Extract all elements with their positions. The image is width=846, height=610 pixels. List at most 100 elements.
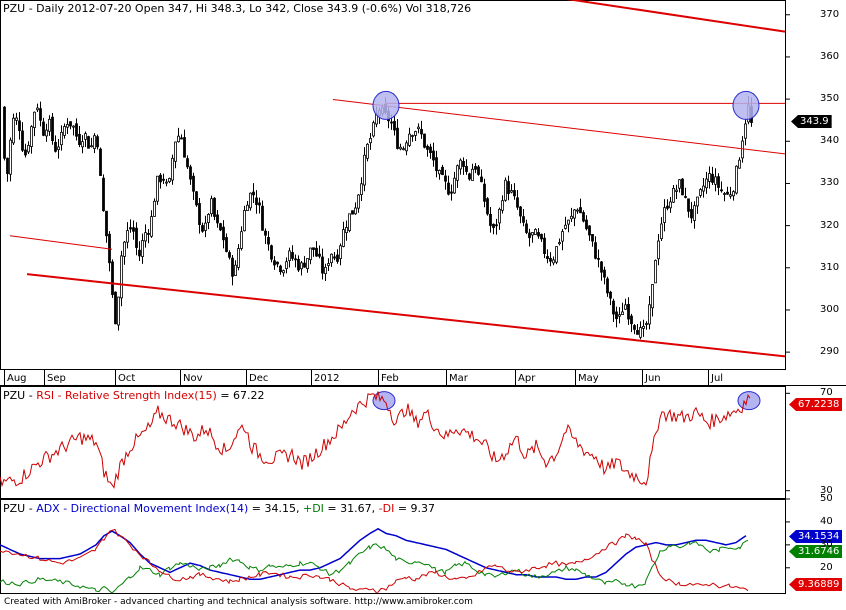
candle-body xyxy=(633,325,636,330)
candle-body xyxy=(639,327,642,338)
candle-body xyxy=(522,216,525,223)
candle-body xyxy=(21,130,24,151)
candle-body xyxy=(597,257,600,260)
candle-body xyxy=(414,131,417,136)
candle-body xyxy=(525,223,528,233)
adx-series-line xyxy=(0,539,749,594)
candle-body xyxy=(513,190,516,197)
rsi-line xyxy=(0,391,751,489)
trend-line xyxy=(332,99,786,155)
candle-body xyxy=(63,126,66,136)
candle-body xyxy=(543,237,546,254)
candle-body xyxy=(465,165,468,172)
candle-body xyxy=(120,255,123,299)
candle-body xyxy=(333,256,336,259)
candle-body xyxy=(585,219,588,230)
candle-body xyxy=(207,213,210,223)
rsi-title-prefix: PZU - xyxy=(3,389,37,402)
candle-body xyxy=(618,314,621,317)
price-y-tick-label: 330 xyxy=(820,177,840,189)
candle-body xyxy=(600,261,603,273)
candle-body xyxy=(336,254,339,262)
candle-body xyxy=(642,325,645,329)
rsi-panel-title: PZU - RSI - Relative Strength Index(15) … xyxy=(3,389,265,402)
candle-body xyxy=(285,261,288,269)
x-tick-label: May xyxy=(578,373,599,384)
candle-body xyxy=(135,227,138,248)
candle-body xyxy=(189,166,192,180)
candle-body xyxy=(30,126,33,147)
candle-body xyxy=(219,223,222,231)
x-tick-label: Apr xyxy=(518,373,536,384)
candle-body xyxy=(714,176,717,185)
candle-body xyxy=(678,179,681,189)
adx-y-tick-label: 40 xyxy=(820,515,833,527)
candle-body xyxy=(315,247,318,257)
candle-body xyxy=(603,269,606,278)
candle-body xyxy=(18,120,21,132)
rsi-y-tick-label: 30 xyxy=(820,484,833,496)
candle-body xyxy=(354,207,357,215)
trend-line xyxy=(566,0,786,33)
candle-body xyxy=(519,206,522,217)
adx-series-line xyxy=(0,528,749,593)
candle-body xyxy=(210,198,213,215)
candle-body xyxy=(186,158,189,168)
candle-body xyxy=(459,159,462,170)
candle-body xyxy=(444,175,447,182)
candle-body xyxy=(54,141,57,152)
pdi-title-value: = 31.67, xyxy=(323,502,379,515)
candle-body xyxy=(309,247,312,261)
candle-body xyxy=(423,133,426,148)
candle-body xyxy=(579,207,582,214)
candle-body xyxy=(252,191,255,196)
candle-body xyxy=(153,200,156,217)
candle-body xyxy=(468,173,471,180)
candle-body xyxy=(504,179,507,201)
candle-body xyxy=(117,296,120,326)
candle-body xyxy=(255,197,258,205)
candle-body xyxy=(351,210,354,215)
candle-body xyxy=(744,123,747,139)
candle-body xyxy=(264,230,267,236)
candle-body xyxy=(129,227,132,230)
candle-body xyxy=(534,229,537,235)
candle-body xyxy=(495,224,498,227)
candle-body xyxy=(609,291,612,299)
candle-body xyxy=(258,202,261,206)
candle-body xyxy=(159,174,162,183)
candle-body xyxy=(321,256,324,274)
candle-body xyxy=(396,127,399,149)
pdi-title-label: +DI xyxy=(303,502,324,515)
adx-y-tick-label: 50 xyxy=(820,493,833,504)
rsi-y-tick-label: 70 xyxy=(820,387,833,399)
candle-body xyxy=(615,311,618,320)
candle-body xyxy=(576,209,579,212)
candle-body xyxy=(540,233,543,240)
rsi-highlight-circle xyxy=(737,391,761,411)
candle-body xyxy=(390,121,393,124)
candle-body xyxy=(546,256,549,260)
candle-body xyxy=(93,135,96,149)
candle-body xyxy=(588,225,591,236)
candle-body xyxy=(318,253,321,257)
trend-line xyxy=(26,273,786,358)
pdi-value-badge: 31.6746 xyxy=(789,545,843,558)
candle-body xyxy=(27,145,30,153)
candle-body xyxy=(84,133,87,140)
candle-body xyxy=(15,117,18,121)
candle-body xyxy=(726,191,729,195)
x-tick-label: Sep xyxy=(47,373,66,384)
candle-body xyxy=(411,135,414,137)
candle-body xyxy=(474,166,477,170)
candle-body xyxy=(486,198,489,215)
candle-body xyxy=(696,196,699,207)
candle-body xyxy=(717,176,720,188)
candle-body xyxy=(591,234,594,242)
candle-body xyxy=(291,252,294,259)
candle-body xyxy=(606,278,609,294)
candle-body xyxy=(735,165,738,194)
candle-body xyxy=(651,284,654,309)
price-y-tick-label: 320 xyxy=(820,219,840,231)
